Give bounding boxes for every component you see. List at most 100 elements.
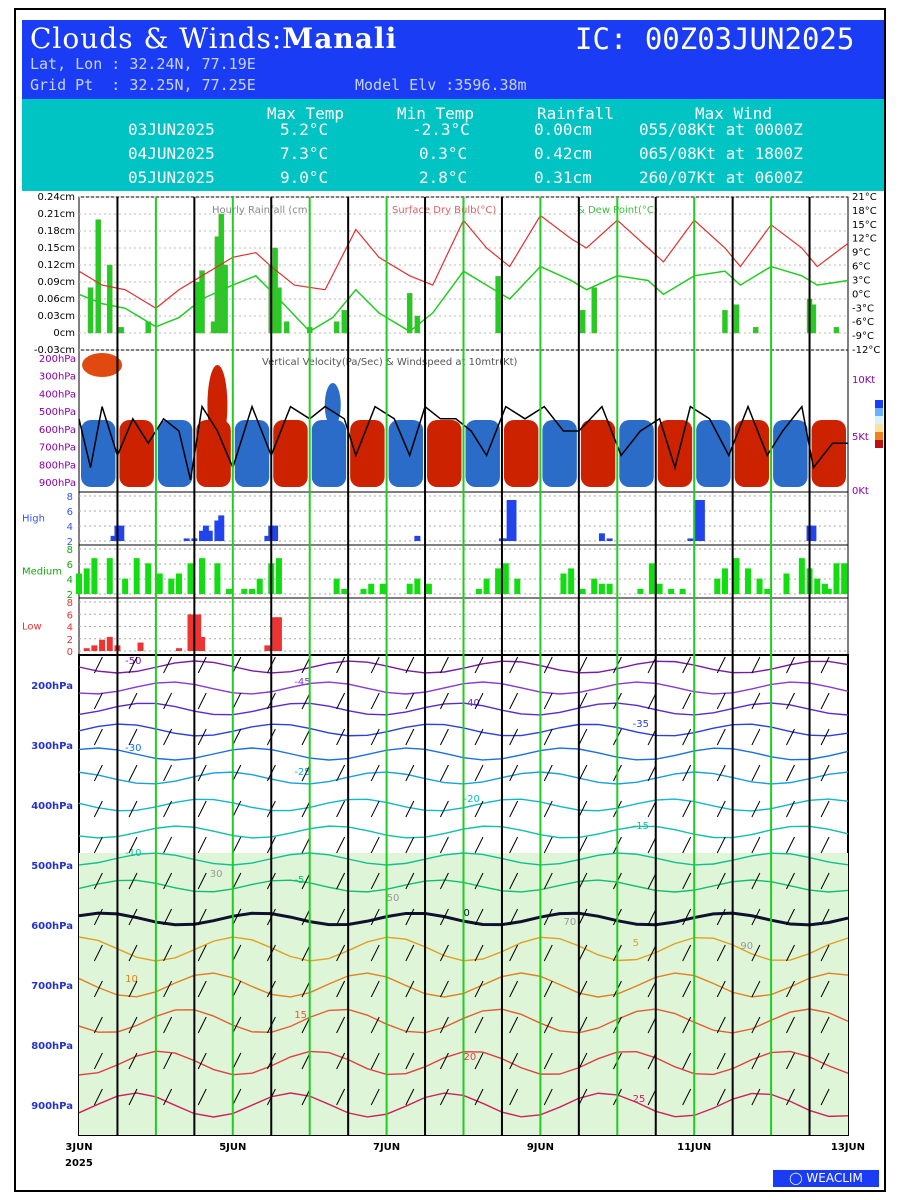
velocity-title: Vertical Velocity(Pa/Sec) & Windspeed at… bbox=[262, 357, 517, 368]
cloud-bar bbox=[502, 563, 509, 594]
wind-barb bbox=[163, 908, 173, 926]
wind-barb bbox=[820, 764, 830, 782]
isotherm-label: 5 bbox=[633, 938, 639, 949]
wind-barb bbox=[716, 944, 726, 962]
cloud-bar bbox=[333, 578, 340, 594]
wind-barb bbox=[405, 1016, 415, 1034]
wind-barb bbox=[370, 1088, 380, 1106]
wind-barb bbox=[682, 980, 692, 998]
wind-barb bbox=[820, 728, 830, 746]
wind-barb bbox=[543, 836, 553, 854]
wind-barb bbox=[405, 800, 415, 818]
wind-barb bbox=[509, 872, 519, 890]
colorbar-swatch bbox=[875, 432, 883, 440]
cloud-bar bbox=[156, 573, 163, 594]
wind-barb bbox=[370, 836, 380, 854]
cloud-bar bbox=[249, 588, 256, 594]
wind-barb bbox=[786, 728, 795, 746]
wind-barb bbox=[682, 872, 692, 890]
row-rain: 0.00cm bbox=[534, 120, 592, 139]
cloud-bar bbox=[175, 573, 182, 594]
wind-barb bbox=[370, 944, 380, 962]
wind-barb bbox=[786, 908, 795, 926]
wind-barb bbox=[786, 1016, 795, 1034]
wind-barb bbox=[197, 800, 207, 818]
wind-barb bbox=[474, 944, 484, 962]
wind-barb bbox=[786, 656, 795, 674]
cloud-bar bbox=[783, 573, 790, 594]
cloud-bar bbox=[745, 568, 752, 594]
colorbar-swatch bbox=[875, 440, 883, 448]
cloud-bar bbox=[687, 538, 694, 541]
cloud-bar bbox=[106, 636, 113, 651]
wind-barb bbox=[301, 1088, 311, 1106]
cloud-tick-label: 4 bbox=[67, 575, 73, 586]
rain-bar bbox=[752, 327, 759, 334]
x-tick-label: 3JUN bbox=[65, 1142, 92, 1153]
colorbar-swatch bbox=[875, 424, 883, 432]
wind-barb bbox=[716, 836, 726, 854]
wind-barb bbox=[543, 800, 553, 818]
wind-barb bbox=[820, 1016, 830, 1034]
temp-tick-label: 6°C bbox=[852, 262, 870, 273]
weaclim-logo: ◯ WEACLIM bbox=[773, 1170, 879, 1187]
velocity-cell bbox=[580, 420, 616, 487]
wind-barb bbox=[197, 1088, 207, 1106]
cloud-tick-label: 4 bbox=[67, 623, 73, 634]
row-min: 2.8°C bbox=[419, 168, 468, 187]
rain-bar bbox=[341, 310, 348, 334]
cloud-bar bbox=[510, 500, 517, 541]
wind-barb bbox=[474, 728, 484, 746]
wind-barb bbox=[197, 908, 207, 926]
wind-barb bbox=[682, 1016, 692, 1034]
cloud-bar bbox=[183, 538, 190, 541]
wind-barb bbox=[128, 764, 138, 782]
cloud-bar bbox=[606, 583, 613, 594]
cloud-bar bbox=[122, 578, 129, 594]
cloud-tick-label: 8 bbox=[67, 492, 73, 503]
velocity-cell bbox=[207, 365, 228, 445]
rain-bar bbox=[733, 304, 740, 334]
summary-row: 03JUN2025 5.2°C -2.3°C 0.00cm 055/08Kt a… bbox=[22, 120, 884, 142]
row-max: 5.2°C bbox=[280, 120, 329, 139]
wind-barb bbox=[786, 836, 795, 854]
wind-barb bbox=[786, 800, 795, 818]
cloud-bar bbox=[679, 588, 686, 594]
cloud-bar bbox=[814, 578, 821, 594]
cloud-bar bbox=[83, 648, 90, 651]
wind-barb bbox=[786, 1088, 795, 1106]
wind-barb bbox=[370, 872, 380, 890]
cloud-bar bbox=[118, 525, 125, 541]
cloud-bar bbox=[841, 563, 848, 594]
rainfall-header: Rainfall bbox=[537, 104, 615, 123]
wind-barb bbox=[509, 692, 519, 710]
cloud-bar bbox=[810, 525, 817, 541]
wind-barb bbox=[682, 728, 692, 746]
wind-barb bbox=[232, 728, 242, 746]
wind-barb bbox=[820, 1088, 830, 1106]
cloud-bar bbox=[133, 558, 140, 594]
rain-bar bbox=[87, 287, 94, 334]
rain-bar bbox=[579, 310, 586, 334]
wind-barb bbox=[163, 692, 173, 710]
wind-barb bbox=[232, 1016, 242, 1034]
rain-tick-label: 0cm bbox=[53, 328, 75, 339]
wind-barb bbox=[578, 980, 588, 998]
wind-barb bbox=[786, 980, 795, 998]
rain-tick-label: 0.18cm bbox=[37, 226, 75, 237]
cloud-bar bbox=[175, 648, 182, 651]
wind-barb bbox=[509, 908, 519, 926]
wind-barb bbox=[716, 872, 726, 890]
summary-row: 05JUN2025 9.0°C 2.8°C 0.31cm 260/07Kt at… bbox=[22, 168, 884, 190]
wind-barb bbox=[682, 800, 692, 818]
wind-barb bbox=[543, 1088, 553, 1106]
wind-barb bbox=[405, 944, 415, 962]
wind-barb bbox=[716, 764, 726, 782]
wind-barb bbox=[509, 1016, 519, 1034]
rain-tick-label: 0.09cm bbox=[37, 277, 75, 288]
rain-tick-label: 0.15cm bbox=[37, 243, 75, 254]
wind-barb bbox=[543, 656, 553, 674]
cloud-bar bbox=[648, 563, 655, 594]
rain-bar bbox=[222, 264, 228, 334]
cloud-bar bbox=[368, 583, 375, 594]
